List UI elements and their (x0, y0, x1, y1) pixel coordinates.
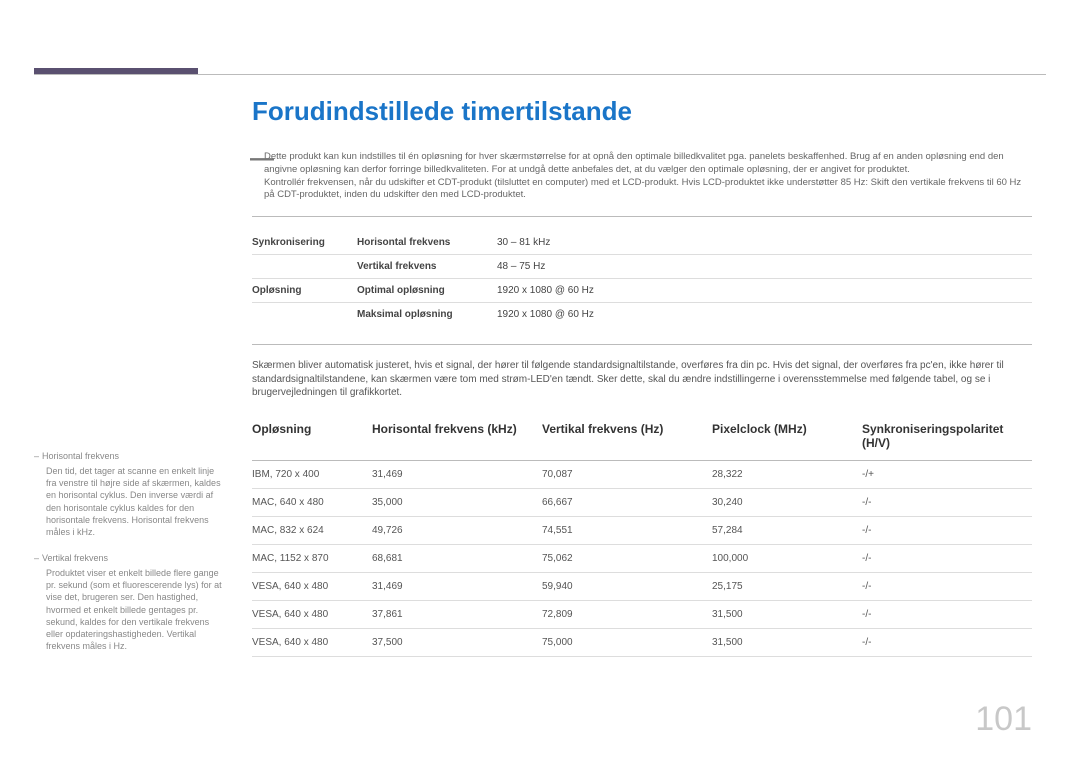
table-cell: MAC, 1152 x 870 (252, 544, 372, 572)
table-row: MAC, 640 x 48035,00066,66730,240-/- (252, 488, 1032, 516)
table-row: MAC, 832 x 62449,72674,55157,284-/- (252, 516, 1032, 544)
table-cell: VESA, 640 x 480 (252, 600, 372, 628)
note-body: Produktet viser et enkelt billede flere … (34, 567, 226, 652)
table-cell: 35,000 (372, 488, 542, 516)
table-cell: 31,500 (712, 628, 862, 656)
spec-value: 1920 x 1080 @ 60 Hz (497, 309, 1032, 320)
spec-label: Vertikal frekvens (357, 261, 497, 272)
table-cell: 74,551 (542, 516, 712, 544)
spec-table: Synkronisering Horisontal frekvens 30 – … (252, 231, 1032, 326)
page-number: 101 (975, 700, 1032, 739)
table-cell: 70,087 (542, 460, 712, 488)
main-content: Forudindstillede timertilstande ― Dette … (252, 96, 1032, 657)
spec-row: Opløsning Optimal opløsning 1920 x 1080 … (252, 279, 1032, 303)
sidebar-note: –Horisontal frekvens Den tid, det tager … (34, 450, 226, 538)
table-cell: -/- (862, 572, 1032, 600)
table-cell: 37,861 (372, 600, 542, 628)
table-cell: 28,322 (712, 460, 862, 488)
table-row: VESA, 640 x 48031,46959,94025,175-/- (252, 572, 1032, 600)
intro-paragraph: Kontrollér frekvensen, når du udskifter … (264, 177, 1032, 203)
note-title: Vertikal frekvens (42, 553, 108, 563)
note-body: Den tid, det tager at scanne en enkelt l… (34, 465, 226, 538)
table-cell: MAC, 640 x 480 (252, 488, 372, 516)
table-header-row: Opløsning Horisontal frekvens (kHz) Vert… (252, 416, 1032, 461)
spec-group: Opløsning (252, 285, 357, 296)
table-cell: 75,000 (542, 628, 712, 656)
dash-icon: ― (250, 145, 274, 173)
table-cell: 31,469 (372, 572, 542, 600)
timing-table: Opløsning Horisontal frekvens (kHz) Vert… (252, 416, 1032, 657)
mid-paragraph: Skærmen bliver automatisk justeret, hvis… (252, 359, 1032, 400)
th-pixelclock: Pixelclock (MHz) (712, 416, 862, 461)
spec-value: 30 – 81 kHz (497, 237, 1032, 248)
table-cell: 66,667 (542, 488, 712, 516)
spec-label: Maksimal opløsning (357, 309, 497, 320)
page-title: Forudindstillede timertilstande (252, 96, 1032, 127)
spec-row: Synkronisering Horisontal frekvens 30 – … (252, 231, 1032, 255)
table-cell: 37,500 (372, 628, 542, 656)
table-cell: VESA, 640 x 480 (252, 628, 372, 656)
spec-row: Vertikal frekvens 48 – 75 Hz (252, 255, 1032, 279)
table-cell: 68,681 (372, 544, 542, 572)
table-cell: -/- (862, 600, 1032, 628)
table-cell: IBM, 720 x 400 (252, 460, 372, 488)
table-cell: 72,809 (542, 600, 712, 628)
sidebar-notes: –Horisontal frekvens Den tid, det tager … (34, 450, 226, 666)
table-row: VESA, 640 x 48037,86172,80931,500-/- (252, 600, 1032, 628)
th-polarity: Synkroniseringspolaritet (H/V) (862, 416, 1032, 461)
table-cell: -/- (862, 516, 1032, 544)
th-resolution: Opløsning (252, 416, 372, 461)
spec-value: 48 – 75 Hz (497, 261, 1032, 272)
spec-value: 1920 x 1080 @ 60 Hz (497, 285, 1032, 296)
spec-group (252, 261, 357, 272)
table-cell: -/- (862, 488, 1032, 516)
spec-group (252, 309, 357, 320)
table-cell: 30,240 (712, 488, 862, 516)
spec-label: Optimal opløsning (357, 285, 497, 296)
table-cell: 100,000 (712, 544, 862, 572)
table-row: VESA, 640 x 48037,50075,00031,500-/- (252, 628, 1032, 656)
table-cell: -/- (862, 628, 1032, 656)
spec-row: Maksimal opløsning 1920 x 1080 @ 60 Hz (252, 303, 1032, 326)
table-cell: 31,500 (712, 600, 862, 628)
table-cell: -/+ (862, 460, 1032, 488)
divider (252, 216, 1032, 217)
spec-label: Horisontal frekvens (357, 237, 497, 248)
divider (252, 344, 1032, 345)
table-row: MAC, 1152 x 87068,68175,062100,000-/- (252, 544, 1032, 572)
th-vfreq: Vertikal frekvens (Hz) (542, 416, 712, 461)
header-rule (34, 74, 1046, 75)
table-cell: -/- (862, 544, 1032, 572)
spec-group: Synkronisering (252, 237, 357, 248)
table-cell: MAC, 832 x 624 (252, 516, 372, 544)
table-cell: 31,469 (372, 460, 542, 488)
sidebar-note: –Vertikal frekvens Produktet viser et en… (34, 552, 226, 652)
intro-paragraph: Dette produkt kan kun indstilles til én … (264, 151, 1032, 177)
table-cell: 75,062 (542, 544, 712, 572)
table-cell: 25,175 (712, 572, 862, 600)
table-cell: 57,284 (712, 516, 862, 544)
th-hfreq: Horisontal frekvens (kHz) (372, 416, 542, 461)
table-cell: VESA, 640 x 480 (252, 572, 372, 600)
table-row: IBM, 720 x 40031,46970,08728,322-/+ (252, 460, 1032, 488)
table-cell: 49,726 (372, 516, 542, 544)
note-title: Horisontal frekvens (42, 451, 119, 461)
intro-block: ― Dette produkt kan kun indstilles til é… (252, 151, 1032, 202)
table-cell: 59,940 (542, 572, 712, 600)
